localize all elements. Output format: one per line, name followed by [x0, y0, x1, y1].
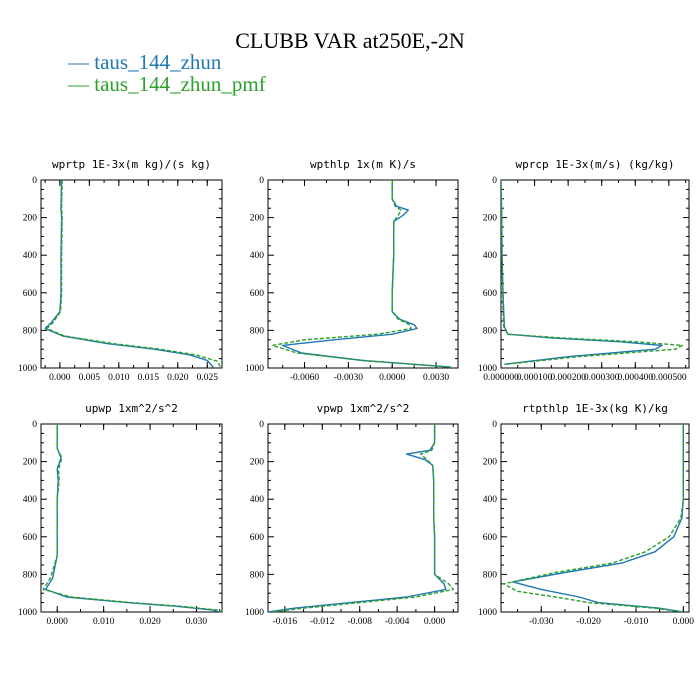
panel-3: wprcp 1E-3x(m/s) (kg/kg) 0 200 400 600 800 100… — [478, 158, 690, 383]
x-tick-label: -0.030 — [529, 617, 554, 627]
y-tick-label: 600 — [250, 533, 265, 543]
series-line-zhun — [44, 180, 214, 368]
panel-1: wprtp 1E-3x(m kg)/(s kg) 0 200 400 600 800 100… — [18, 158, 223, 383]
y-tick-label: 600 — [483, 289, 498, 299]
y-tick-label: 800 — [483, 570, 498, 580]
y-tick-label: 600 — [23, 289, 38, 299]
x-tick-label: -0.016 — [273, 617, 298, 627]
x-tick-label: 0.000 — [424, 617, 446, 627]
series-line-zhun — [281, 180, 451, 368]
series-line-zhun — [44, 424, 220, 612]
y-tick-label: 200 — [23, 458, 38, 468]
y-tick-label: 0 — [259, 176, 264, 186]
legend-entry-zhun-pmf: — taus_144_zhun_pmf — [68, 72, 266, 96]
y-tick-label: 1000 — [245, 608, 264, 618]
panel-title: wprcp 1E-3x(m/s) (kg/kg) — [516, 158, 675, 171]
y-tick-label: 1000 — [245, 364, 264, 374]
y-tick-label: 0 — [32, 176, 37, 186]
x-tick-label: 0.000400 — [617, 373, 653, 383]
y-tick-label: 1000 — [18, 608, 37, 618]
y-tick-label: 400 — [23, 495, 38, 505]
y-tick-label: 200 — [23, 214, 38, 224]
panel-title: wpthlp 1x(m K)/s — [310, 158, 416, 171]
x-tick-label: 0.005 — [79, 373, 101, 383]
x-tick-label: -0.0030 — [334, 373, 364, 383]
x-tick-label: -0.020 — [576, 617, 601, 627]
panel-2: wpthlp 1x(m K)/s 0 200 400 600 800 1000 -0.0060… — [245, 158, 459, 383]
plot-frame — [267, 423, 459, 613]
panel-title: rtpthlp 1E-3x(kg K)/kg — [522, 402, 668, 415]
y-tick-label: 400 — [23, 251, 38, 261]
y-tick-label: 200 — [250, 458, 265, 468]
y-tick-label: 400 — [483, 495, 498, 505]
x-tick-label: 0.020 — [167, 373, 189, 383]
y-tick-label: 800 — [23, 326, 38, 336]
plot-frame — [40, 179, 223, 369]
panel-6: rtpthlp 1E-3x(kg K)/kg 0 200 400 600 800 1000 -… — [478, 402, 694, 627]
y-tick-label: 800 — [250, 326, 265, 336]
x-tick-label: 0.030 — [186, 617, 208, 627]
series-line-zhun-pmf — [501, 180, 683, 365]
x-tick-label: 0.000300 — [584, 373, 620, 383]
panel-title: wprtp 1E-3x(m kg)/(s kg) — [52, 158, 211, 171]
x-tick-label: 0.000200 — [550, 373, 586, 383]
y-tick-label: 0 — [492, 176, 497, 186]
x-tick-label: 0.025 — [197, 373, 219, 383]
y-tick-label: 200 — [483, 458, 498, 468]
x-tick-label: -0.004 — [385, 617, 410, 627]
x-tick-label: 0.020 — [139, 617, 161, 627]
y-tick-label: 200 — [250, 214, 265, 224]
y-tick-label: 600 — [250, 289, 265, 299]
y-tick-label: 600 — [483, 533, 498, 543]
x-tick-label: -0.0060 — [290, 373, 320, 383]
plot-frame — [267, 179, 459, 369]
y-tick-label: 0 — [32, 420, 37, 430]
y-tick-label: 800 — [250, 570, 265, 580]
series-line-zhun-pmf — [42, 424, 222, 612]
x-tick-label: 0.0000 — [379, 373, 405, 383]
y-tick-label: 0 — [492, 420, 497, 430]
x-tick-label: -0.012 — [310, 617, 335, 627]
y-tick-label: 400 — [250, 251, 265, 261]
y-tick-label: 600 — [23, 533, 38, 543]
x-tick-label: 0.010 — [93, 617, 115, 627]
x-tick-label: -0.010 — [624, 617, 649, 627]
series-line-zhun-pmf — [270, 424, 454, 612]
series-line-zhun — [268, 424, 447, 612]
series-line-zhun-pmf — [271, 180, 451, 368]
y-tick-label: 0 — [259, 420, 264, 430]
x-tick-label: -0.008 — [347, 617, 372, 627]
y-tick-label: 1000 — [478, 364, 497, 374]
x-tick-label: 0.000500 — [651, 373, 687, 383]
plot-frame — [40, 423, 223, 613]
x-tick-label: 0.015 — [138, 373, 160, 383]
x-tick-label: 0.000 — [47, 617, 69, 627]
y-tick-label: 800 — [23, 570, 38, 580]
panel-5: vpwp 1xm^2/s^2 0 200 400 600 800 1000 -0.016 -0.… — [245, 402, 459, 627]
plot-frame — [500, 423, 690, 613]
y-tick-label: 1000 — [478, 608, 497, 618]
series-line-zhun-pmf — [502, 424, 684, 612]
series-line-zhun — [501, 180, 663, 365]
x-tick-label: 0.010 — [108, 373, 130, 383]
panel-4: upwp 1xm^2/s^2 0 200 400 600 800 1000 0.000 0.01… — [18, 402, 223, 627]
panel-title: upwp 1xm^2/s^2 — [85, 402, 178, 415]
figure-title: CLUBB VAR at250E,-2N — [235, 28, 465, 53]
y-tick-label: 400 — [250, 495, 265, 505]
panel-title: vpwp 1xm^2/s^2 — [317, 402, 410, 415]
series-line-zhun — [512, 424, 684, 612]
x-tick-label: 0.000000 — [483, 373, 519, 383]
x-tick-label: 0.0030 — [423, 373, 449, 383]
y-tick-label: 800 — [483, 326, 498, 336]
x-tick-label: 0.000 — [673, 617, 695, 627]
y-tick-label: 400 — [483, 251, 498, 261]
x-tick-label: 0.000 — [49, 373, 71, 383]
series-line-zhun-pmf — [46, 180, 221, 368]
legend-entry-zhun: — taus_144_zhun — [68, 50, 222, 74]
y-tick-label: 200 — [483, 214, 498, 224]
x-tick-label: 0.000100 — [517, 373, 553, 383]
y-tick-label: 1000 — [18, 364, 37, 374]
